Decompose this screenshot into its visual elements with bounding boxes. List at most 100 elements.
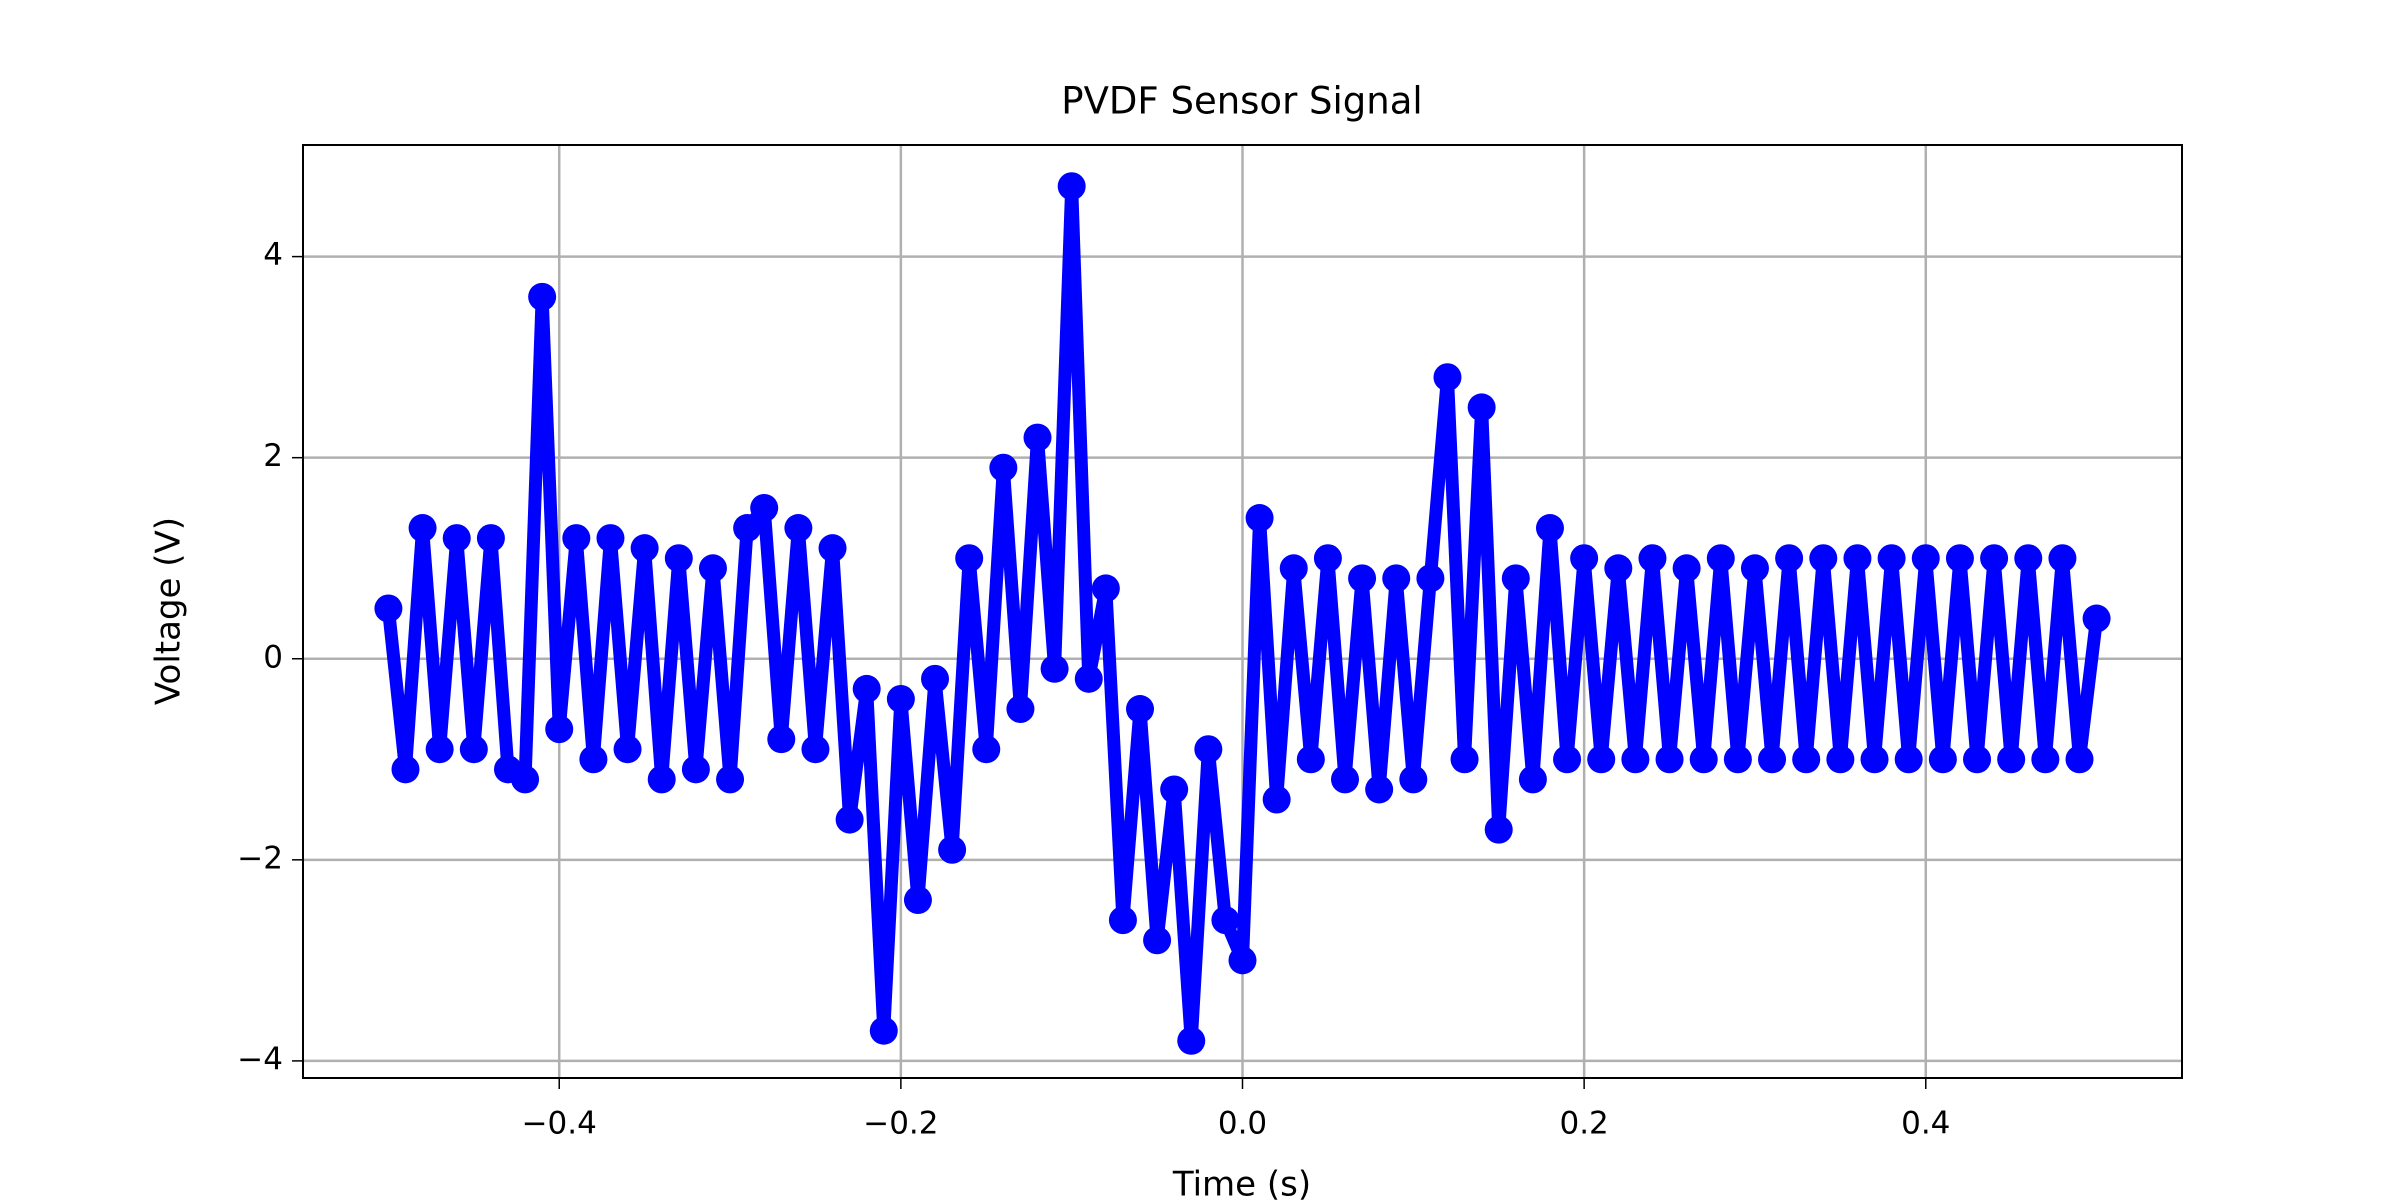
y-tick-label: 4 (263, 237, 283, 273)
data-point (1006, 695, 1035, 724)
data-point (1108, 906, 1137, 935)
data-point (1706, 544, 1735, 573)
data-point (1126, 695, 1155, 724)
data-point (1655, 745, 1684, 774)
data-point (1826, 745, 1855, 774)
data-point (1143, 926, 1172, 955)
data-point (1894, 745, 1923, 774)
data-point (1399, 765, 1428, 794)
data-point (2082, 604, 2111, 633)
data-point (835, 805, 864, 834)
data-point (1604, 554, 1633, 583)
data-point (1792, 745, 1821, 774)
data-point (1365, 775, 1394, 804)
data-point (989, 453, 1018, 482)
data-point (1672, 554, 1701, 583)
data-point (1348, 564, 1377, 593)
data-point (1160, 775, 1189, 804)
data-point (886, 684, 915, 713)
data-point (1723, 745, 1752, 774)
y-tick-label: 0 (263, 639, 283, 675)
data-point (1928, 745, 1957, 774)
data-point (391, 755, 420, 784)
data-point (1296, 745, 1325, 774)
data-point (442, 524, 471, 553)
data-point (1023, 423, 1052, 452)
data-point (852, 674, 881, 703)
plot-frame (302, 144, 2183, 1079)
data-point (784, 514, 813, 543)
data-point (2014, 544, 2043, 573)
data-point (801, 735, 830, 764)
data-point (1587, 745, 1616, 774)
data-point (1997, 745, 2026, 774)
data-point (1621, 745, 1650, 774)
x-tick-label: 0.2 (1559, 1106, 1608, 1142)
data-point (647, 765, 676, 794)
data-point (733, 514, 762, 543)
data-point (459, 735, 488, 764)
data-point (1809, 544, 1838, 573)
data-point (528, 282, 557, 311)
data-point (1074, 664, 1103, 693)
data-point (1057, 172, 1086, 201)
x-axis-label: Time (s) (1172, 1165, 1311, 1200)
data-point (1330, 765, 1359, 794)
data-point (1313, 544, 1342, 573)
data-point (1194, 735, 1223, 764)
y-tick-label: −4 (237, 1041, 283, 1077)
data-point (1245, 503, 1274, 532)
data-point (972, 735, 1001, 764)
data-point (903, 886, 932, 915)
x-tick-label: 0.4 (1901, 1106, 1950, 1142)
data-point (1279, 554, 1308, 583)
data-point (1570, 544, 1599, 573)
data-point (374, 594, 403, 623)
data-point (1980, 544, 2009, 573)
data-point (716, 765, 745, 794)
data-point (1040, 654, 1069, 683)
data-point (1689, 745, 1718, 774)
data-point (1211, 906, 1240, 935)
data-point (408, 514, 437, 543)
data-point (1877, 544, 1906, 573)
data-point (1433, 363, 1462, 392)
data-point (630, 534, 659, 563)
data-point (613, 735, 642, 764)
x-tick-label: −0.2 (863, 1106, 938, 1142)
data-point (1945, 544, 1974, 573)
y-axis-label: Voltage (V) (149, 517, 189, 705)
data-point (818, 534, 847, 563)
data-point (921, 664, 950, 693)
data-point (767, 725, 796, 754)
data-point (698, 554, 727, 583)
data-point (2048, 544, 2077, 573)
data-point (1963, 745, 1992, 774)
x-tick-label: 0.0 (1218, 1106, 1267, 1142)
data-point (1535, 514, 1564, 543)
data-point (664, 544, 693, 573)
data-point (511, 765, 540, 794)
x-tick-label: −0.4 (522, 1106, 597, 1142)
data-point (1228, 946, 1257, 975)
data-point (1740, 554, 1769, 583)
data-point (2031, 745, 2060, 774)
data-point (1758, 745, 1787, 774)
data-point (1860, 745, 1889, 774)
data-point (1775, 544, 1804, 573)
y-tick-label: −2 (237, 840, 283, 876)
data-point (476, 524, 505, 553)
data-point (1450, 745, 1479, 774)
data-point (750, 493, 779, 522)
data-point (1638, 544, 1667, 573)
data-point (2065, 745, 2094, 774)
data-point (562, 524, 591, 553)
chart-title: PVDF Sensor Signal (1061, 80, 1422, 123)
data-point (1177, 1026, 1206, 1055)
data-point (1467, 393, 1496, 422)
data-point (1091, 574, 1120, 603)
y-tick-label: 2 (263, 438, 283, 474)
data-point (1262, 785, 1291, 814)
